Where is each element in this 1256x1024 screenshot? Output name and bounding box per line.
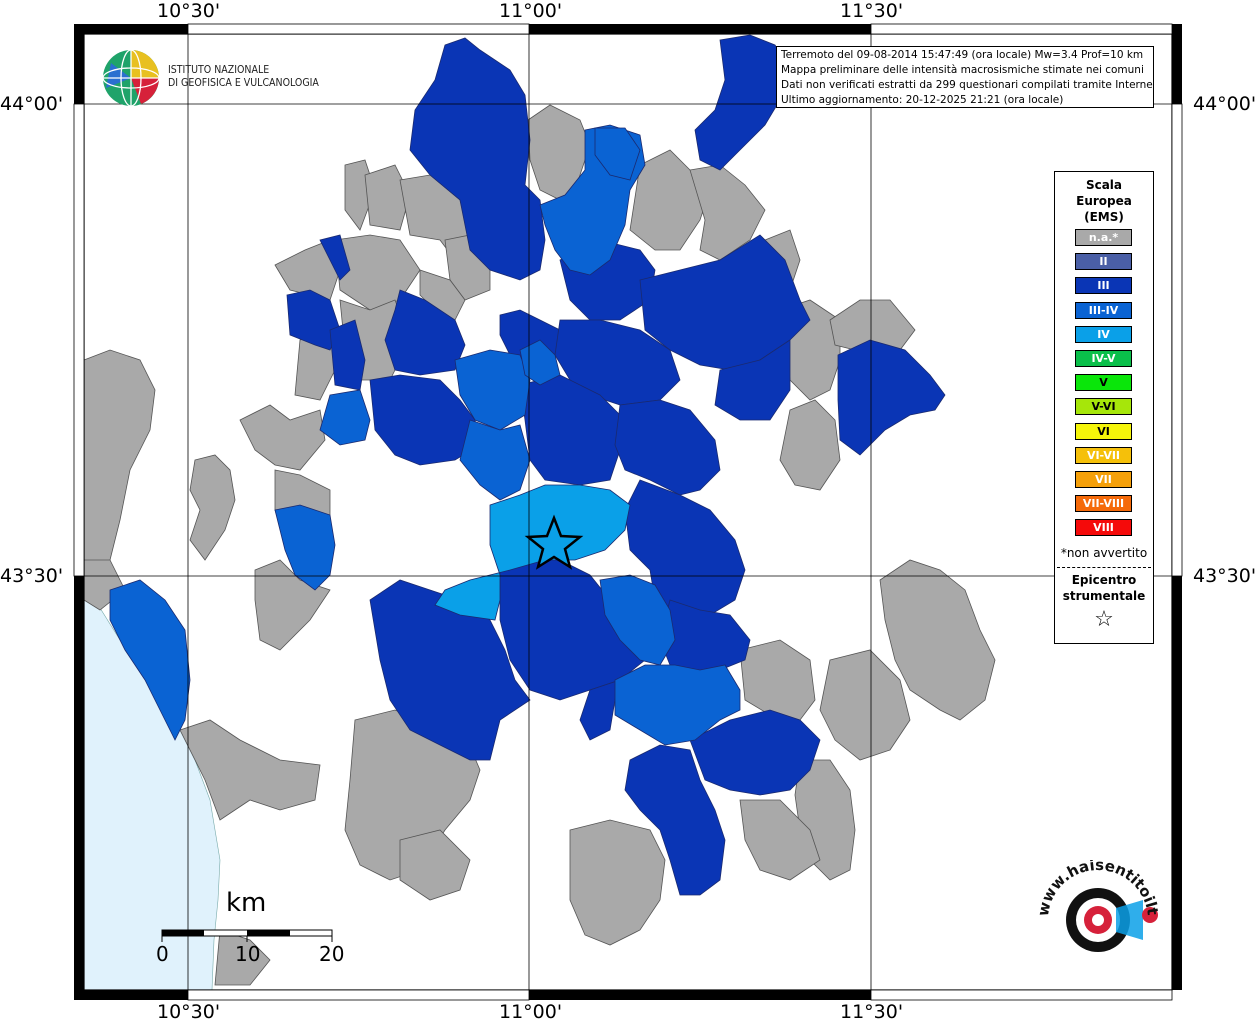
event-info-line4: Ultimo aggiornamento: 20-12-2025 21:21 (… <box>781 94 1064 106</box>
intensity-legend: Scala Europea (EMS) n.a.* II III III-IV IV IV… <box>1054 171 1154 644</box>
ingv-name-line1: ISTITUTO NAZIONALE <box>168 64 270 76</box>
event-info-line3: Dati non verificati estratti da 299 ques… <box>781 79 1154 91</box>
legend-item-vi-vii: VI-VII <box>1075 446 1132 464</box>
legend-epicenter-label: Epicentro strumentale <box>1055 572 1153 604</box>
legend-note: *non avvertito <box>1060 546 1148 560</box>
scale-bar <box>161 929 333 942</box>
frame-ticks <box>74 24 1182 1000</box>
legend-separator <box>1057 567 1151 568</box>
grid-label-right-1: 44°00' <box>1193 93 1256 115</box>
legend-item-iv: IV <box>1075 325 1132 343</box>
grid-label-top-3: 11°30' <box>840 0 904 22</box>
legend-item-iv-v: IV-V <box>1075 350 1132 367</box>
legend-item-vi: VI <box>1075 422 1132 440</box>
legend-item-ii: II <box>1075 253 1132 271</box>
legend-title: Scala Europea (EMS) <box>1055 177 1153 225</box>
scale-tick-0: 0 <box>156 942 169 966</box>
grid-label-top-2: 11°00' <box>499 0 563 22</box>
legend-star-icon: ☆ <box>1094 607 1114 632</box>
legend-item-iii: III <box>1075 277 1132 295</box>
hsit-logo-icon: www.haisentitoilterremoto.it <box>1028 860 1162 952</box>
municipalities-iv <box>434 484 631 621</box>
ingv-name: ISTITUTO NAZIONALE DI GEOFISICA E VULCAN… <box>168 64 319 90</box>
grid-label-bottom-2: 11°00' <box>499 1001 563 1023</box>
event-info-box: Terremoto del 09-08-2014 15:47:49 (ora l… <box>776 46 1154 108</box>
grid-label-bottom-1: 10°30' <box>157 1001 221 1023</box>
ingv-name-line2: DI GEOFISICA E VULCANOLOGIA <box>168 77 319 89</box>
grid-label-top-1: 10°30' <box>157 0 221 22</box>
grid-label-right-2: 43°30' <box>1193 565 1256 587</box>
grid-label-bottom-3: 11°30' <box>840 1001 904 1023</box>
event-info-line1: Terremoto del 09-08-2014 15:47:49 (ora l… <box>781 49 1144 61</box>
legend-epicenter-line1: Epicentro <box>1071 573 1137 587</box>
legend-item-vii-viii: VII-VIII <box>1075 495 1132 513</box>
legend-item-v-vi: V-VI <box>1075 398 1132 416</box>
event-info-line2: Mappa preliminare delle intensità macros… <box>781 64 1144 76</box>
scale-tick-10: 10 <box>235 942 261 966</box>
grid-label-left-2: 43°30' <box>0 565 64 587</box>
legend-title-line2: Europea <box>1076 194 1132 208</box>
legend-item-iii-iv: III-IV <box>1075 301 1132 319</box>
legend-title-line3: (EMS) <box>1084 210 1124 224</box>
legend-epicenter-line2: strumentale <box>1062 589 1146 603</box>
legend-title-line1: Scala <box>1085 178 1123 192</box>
frame-ticks-white <box>73 23 1183 1001</box>
scale-unit: km <box>226 888 267 918</box>
legend-item-v: V <box>1075 374 1132 392</box>
municipalities-iii-iv <box>109 124 741 746</box>
epicenter-star <box>524 514 584 570</box>
legend-item-n-a: n.a.* <box>1075 229 1132 246</box>
legend-item-vii: VII <box>1075 471 1132 488</box>
legend-item-viii: VIII <box>1075 519 1132 537</box>
ingv-globe-icon <box>102 49 160 107</box>
grid-label-left-1: 44°00' <box>0 93 64 115</box>
scale-tick-20: 20 <box>319 942 345 966</box>
